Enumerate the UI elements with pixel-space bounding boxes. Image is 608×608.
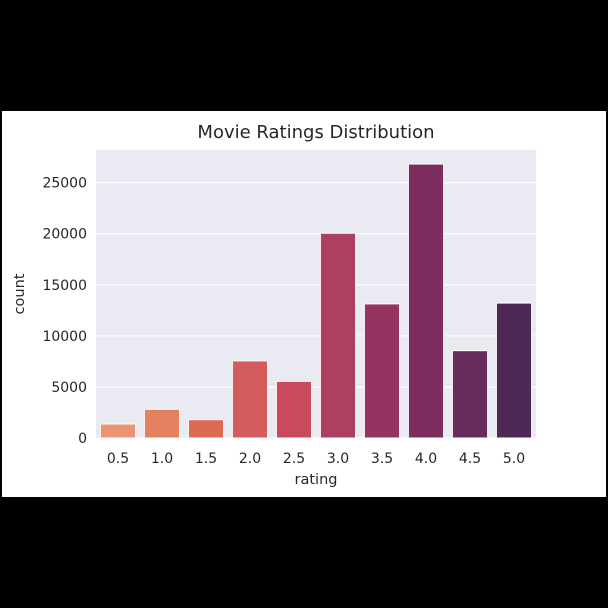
x-tick-label: 3.0 [327, 451, 349, 467]
y-axis-label: count [12, 273, 28, 314]
x-axis-label: rating [295, 472, 338, 488]
chart-figure: 0 5000 10000 15000 20000 25000 0.5 1.0 1.5 2.0 2.… [2, 111, 606, 497]
bar-2.5 [275, 380, 313, 439]
y-axis-ticks: 0 5000 10000 15000 20000 25000 [42, 176, 87, 447]
y-tick-label: 20000 [42, 227, 87, 243]
y-tick-label: 10000 [42, 329, 87, 345]
y-tick-label: 15000 [42, 278, 87, 294]
bar-3.5 [363, 303, 401, 439]
x-tick-label: 0.5 [107, 451, 129, 467]
x-tick-label: 4.5 [459, 451, 481, 467]
chart-title: Movie Ratings Distribution [197, 122, 434, 143]
bar-3.0 [319, 232, 357, 439]
x-tick-label: 5.0 [503, 451, 525, 467]
bar-2.0 [231, 360, 269, 439]
x-tick-label: 3.5 [371, 451, 393, 467]
x-tick-label: 1.5 [195, 451, 217, 467]
bar-5.0 [495, 302, 533, 439]
y-tick-label: 0 [78, 431, 87, 447]
bar-chart: 0 5000 10000 15000 20000 25000 0.5 1.0 1.5 2.0 2.… [12, 122, 536, 488]
x-axis-ticks: 0.5 1.0 1.5 2.0 2.5 3.0 3.5 4.0 4.5 5.0 [107, 451, 525, 467]
y-tick-label: 5000 [51, 380, 87, 396]
bar-4.5 [451, 350, 489, 439]
bars [99, 163, 533, 439]
y-tick-label: 25000 [42, 176, 87, 192]
bar-1.0 [143, 408, 181, 439]
bar-4.0 [407, 163, 445, 439]
bar-1.5 [187, 419, 225, 439]
bar-0.5 [99, 423, 137, 439]
x-tick-label: 1.0 [151, 451, 173, 467]
x-tick-label: 2.5 [283, 451, 305, 467]
x-tick-label: 2.0 [239, 451, 261, 467]
x-tick-label: 4.0 [415, 451, 437, 467]
